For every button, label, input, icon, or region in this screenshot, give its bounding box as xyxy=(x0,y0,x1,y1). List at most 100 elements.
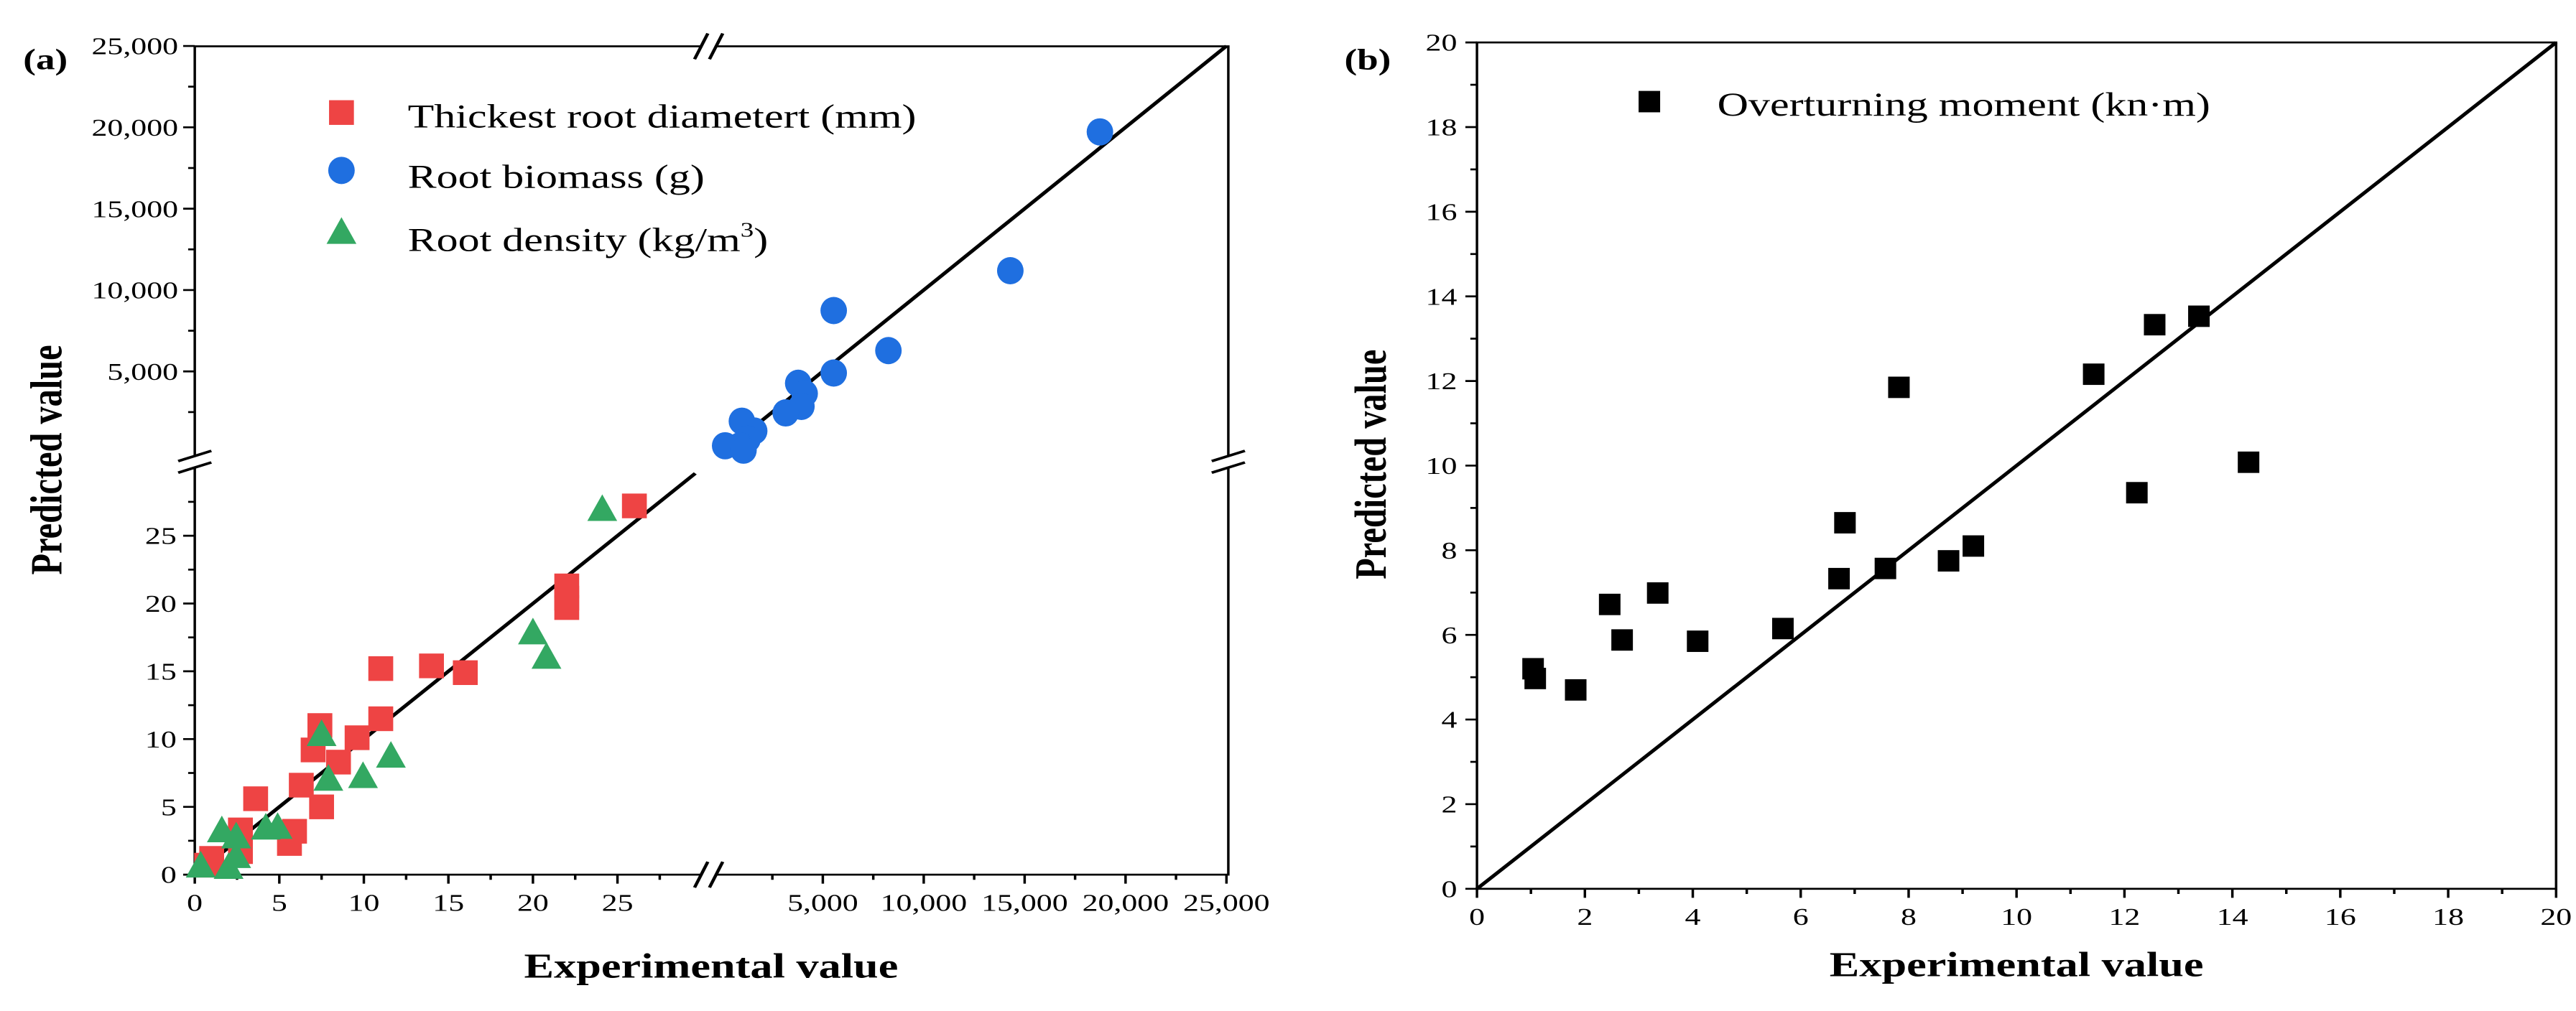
x-tick-label: 10 xyxy=(2001,903,2032,930)
x-tick-label: 25,000 xyxy=(1183,890,1270,916)
data-point xyxy=(730,436,757,464)
y-tick-label: 25,000 xyxy=(92,33,179,60)
break-slash xyxy=(692,861,710,888)
panel-a-legend: Thickest root diametert (mm) Root biomas… xyxy=(408,98,917,258)
data-point xyxy=(2144,314,2166,336)
x-tick-label: 15,000 xyxy=(981,890,1068,916)
series-thickest-root xyxy=(194,100,647,878)
break-slash xyxy=(1210,449,1246,462)
x-tick-label: 8 xyxy=(1901,903,1917,930)
y-tick-label: 14 xyxy=(1426,284,1458,310)
y-tick-label: 12 xyxy=(1426,368,1458,395)
x-tick-label: 4 xyxy=(1685,903,1701,930)
y-tick-label: 18 xyxy=(1426,114,1458,141)
data-point xyxy=(348,761,379,788)
panel-a-y-axis-title: Predicted value xyxy=(22,345,72,574)
y-tick-label: 10,000 xyxy=(92,277,179,304)
series-root-density xyxy=(185,217,618,879)
x-tick-label: 20 xyxy=(2540,903,2572,930)
data-point xyxy=(185,851,216,878)
data-point xyxy=(243,786,269,811)
x-tick-label: 14 xyxy=(2217,903,2248,930)
data-point xyxy=(1834,512,1856,534)
data-point xyxy=(587,494,618,521)
data-point xyxy=(221,841,251,868)
y-axis-break-right xyxy=(1210,449,1247,474)
data-point xyxy=(1771,618,1794,640)
series-root-biomass xyxy=(328,118,1113,464)
break-slash xyxy=(177,461,213,474)
x-tick-label: 15 xyxy=(432,890,464,916)
legend-marker xyxy=(328,157,355,185)
reference-line-lower xyxy=(193,472,697,876)
data-point xyxy=(221,821,251,849)
panel-b: (b) Experimental value Predicted value O… xyxy=(1344,29,2572,984)
panel-b-y-axis-title: Predicted value xyxy=(1346,350,1396,579)
data-point xyxy=(1888,376,1910,399)
y-tick-label: 20 xyxy=(1426,29,1458,56)
y-tick-label: 5,000 xyxy=(107,358,178,385)
data-point xyxy=(1565,679,1587,701)
data-point xyxy=(376,741,406,768)
data-point xyxy=(1611,629,1634,651)
legend-label-root-biomass: Root biomass (g) xyxy=(408,158,705,195)
legend-marker xyxy=(1639,90,1661,113)
x-axis-break-bottom xyxy=(692,860,725,889)
y-tick-label: 2 xyxy=(1441,791,1457,818)
y-tick-label: 6 xyxy=(1441,622,1457,648)
data-point xyxy=(1828,567,1850,590)
data-point xyxy=(313,764,343,791)
legend-label-thickest-root: Thickest root diametert (mm) xyxy=(408,98,917,135)
y-tick-label: 20,000 xyxy=(92,115,179,141)
y-tick-label: 10 xyxy=(145,726,177,753)
y-tick-label: 20 xyxy=(145,591,177,618)
data-point xyxy=(1598,593,1621,615)
y-axis-break-left xyxy=(176,449,213,474)
data-point xyxy=(621,493,647,518)
y-tick-label: 5 xyxy=(161,794,177,821)
legend-label-overturning-moment: Overturning moment (kn·m) xyxy=(1718,86,2210,124)
x-tick-label: 0 xyxy=(1469,903,1485,930)
x-tick-label: 16 xyxy=(2325,903,2356,930)
y-tick-label: 0 xyxy=(1441,876,1457,903)
panel-a-label: (a) xyxy=(23,44,68,76)
data-point xyxy=(996,256,1024,284)
data-point xyxy=(820,297,848,325)
data-point xyxy=(306,719,337,746)
data-point xyxy=(309,794,334,819)
break-slash xyxy=(1210,461,1246,474)
x-tick-label: 10,000 xyxy=(881,890,968,916)
y-tick-label: 25 xyxy=(145,523,177,549)
y-tick-label: 0 xyxy=(161,862,177,888)
legend-marker xyxy=(329,100,354,125)
panel-b-legend: Overturning moment (kn·m) xyxy=(1718,86,2210,124)
data-point xyxy=(554,595,580,620)
data-point xyxy=(772,399,800,427)
legend-label-root-density: Root density (kg/m3) xyxy=(408,219,769,258)
reference-line xyxy=(1475,41,2558,890)
data-point xyxy=(368,656,394,681)
data-point xyxy=(1963,535,1985,557)
data-point xyxy=(875,337,902,365)
legend-marker xyxy=(326,217,357,244)
data-point xyxy=(531,642,562,669)
x-tick-label: 2 xyxy=(1577,903,1593,930)
data-point xyxy=(518,618,548,645)
x-tick-label: 20 xyxy=(517,890,549,916)
y-tick-label: 4 xyxy=(1441,707,1457,733)
y-tick-label: 15,000 xyxy=(92,196,179,223)
data-point xyxy=(1687,630,1709,652)
data-point xyxy=(289,773,314,798)
y-tick-label: 16 xyxy=(1426,199,1458,225)
data-point xyxy=(1086,118,1113,146)
break-slash xyxy=(177,449,213,462)
data-point xyxy=(2188,305,2210,327)
data-point xyxy=(419,653,444,679)
x-tick-label: 5 xyxy=(272,890,287,916)
panel-b-x-axis-title: Experimental value xyxy=(1830,946,2204,984)
y-tick-label: 10 xyxy=(1426,453,1458,480)
x-tick-label: 12 xyxy=(2108,903,2140,930)
break-slash xyxy=(692,32,710,60)
x-tick-label: 10 xyxy=(348,890,380,916)
